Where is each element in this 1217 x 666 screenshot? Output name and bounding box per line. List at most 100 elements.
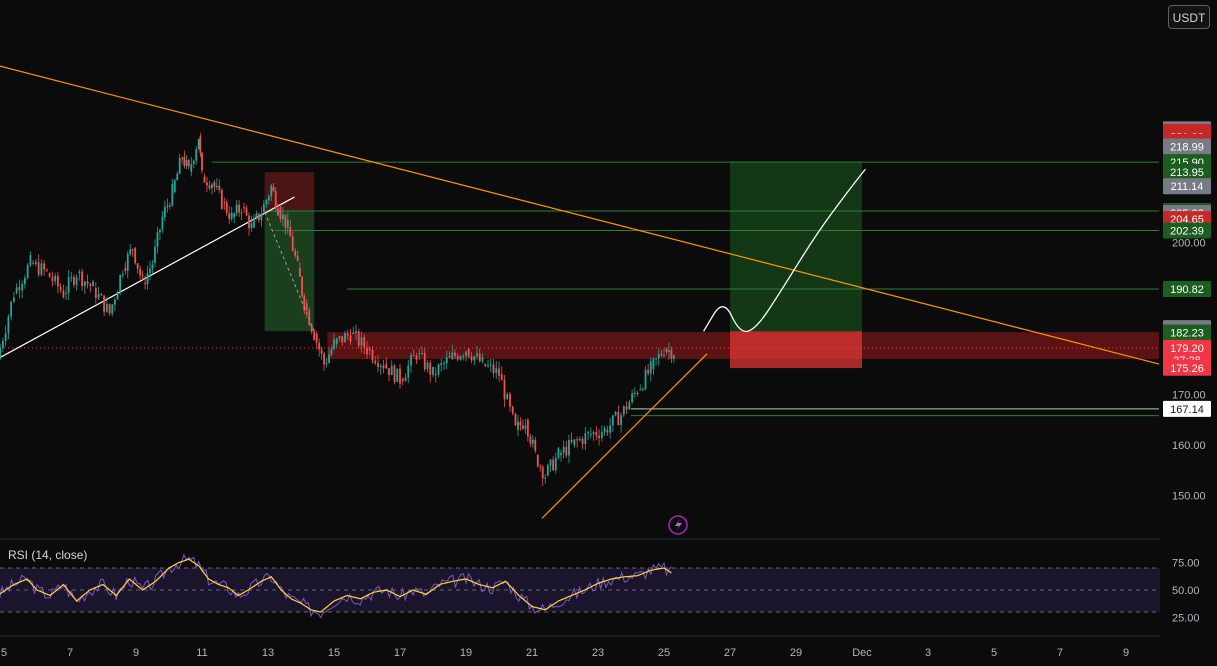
- long-target-zone[interactable]: [730, 161, 862, 332]
- candle: [644, 369, 647, 389]
- candle: [92, 281, 94, 287]
- candle: [318, 342, 321, 350]
- candle: [40, 263, 43, 275]
- candle: [32, 262, 35, 264]
- candle: [111, 304, 114, 314]
- candle: [426, 362, 429, 370]
- candle: [199, 136, 202, 153]
- time-tick-label: 25: [658, 647, 670, 659]
- candle: [592, 432, 595, 434]
- candle: [59, 286, 62, 291]
- price-label-text: 179.20: [1170, 343, 1204, 355]
- candle: [192, 160, 195, 165]
- short-stop-zone[interactable]: [264, 172, 315, 211]
- time-tick-label: 7: [67, 647, 73, 659]
- horizontal-levels-layer: [0, 161, 1160, 417]
- candle: [4, 332, 7, 342]
- candle: [89, 283, 92, 287]
- candle: [141, 275, 144, 277]
- candle: [243, 207, 245, 209]
- candle: [100, 293, 103, 296]
- candle: [355, 331, 357, 333]
- candle: [121, 274, 124, 276]
- candle: [587, 431, 589, 434]
- candle: [549, 459, 552, 466]
- candle: [352, 332, 355, 334]
- candle: [65, 292, 67, 294]
- candle: [29, 254, 32, 266]
- price-label-text: 202.39: [1170, 226, 1204, 238]
- rsi-tick-label: 50.00: [1172, 585, 1200, 597]
- candle: [62, 290, 65, 298]
- price-label-text: 190.82: [1170, 284, 1204, 296]
- candle: [552, 459, 555, 471]
- candle: [171, 184, 174, 206]
- candle: [506, 394, 509, 400]
- candle: [371, 349, 374, 361]
- candle: [636, 392, 639, 394]
- candle: [149, 268, 151, 273]
- candle: [156, 232, 159, 247]
- candle: [299, 267, 301, 277]
- candle: [429, 362, 432, 375]
- time-tick-label: 15: [328, 647, 340, 659]
- candle: [456, 356, 459, 360]
- candle: [660, 354, 663, 356]
- candle: [35, 261, 37, 264]
- rsi-moving-average[interactable]: [0, 558, 672, 613]
- candle: [465, 351, 467, 356]
- candle: [197, 139, 200, 150]
- price-axis[interactable]: 200.00190.00180.00170.00160.00150.00222.…: [1160, 0, 1217, 666]
- candle: [368, 348, 371, 350]
- candle: [401, 379, 404, 382]
- ascending-trendline-left[interactable]: [0, 196, 295, 359]
- candle: [341, 336, 344, 343]
- candle: [291, 236, 294, 251]
- candle: [529, 436, 532, 444]
- candle: [48, 272, 51, 278]
- candle: [539, 466, 542, 468]
- candle: [51, 277, 54, 282]
- candle: [522, 425, 524, 429]
- candle: [97, 293, 100, 298]
- candle: [323, 353, 325, 365]
- rsi-indicator-title: RSI (14, close): [8, 548, 88, 562]
- candle: [240, 212, 243, 214]
- time-tick-label: 3: [925, 647, 931, 659]
- time-tick-label: 11: [196, 647, 207, 659]
- candle: [412, 355, 415, 357]
- candle: [126, 253, 129, 271]
- candle: [330, 348, 333, 355]
- candle: [578, 438, 581, 441]
- candle: [639, 389, 642, 391]
- candle: [258, 213, 260, 221]
- price-series-layer: [0, 132, 675, 486]
- descending-trendline[interactable]: [0, 65, 1160, 365]
- price-tick-label: 160.00: [1172, 440, 1206, 452]
- candle: [393, 365, 396, 382]
- candle: [151, 264, 154, 269]
- time-axis[interactable]: 5 7 9 11 13 15 17 19 21 23 25 27 29 Dec 3 5 7 9: [0, 635, 1160, 659]
- candle: [24, 277, 26, 285]
- candle: [159, 229, 161, 233]
- candle: [382, 365, 385, 369]
- ascending-trendline-right[interactable]: [541, 353, 708, 519]
- candle: [267, 196, 270, 201]
- lightning-icon[interactable]: [668, 515, 688, 535]
- candle: [478, 353, 481, 362]
- time-tick-label: 19: [460, 647, 472, 659]
- candle: [519, 421, 522, 426]
- currency-button[interactable]: USDT: [1168, 5, 1210, 29]
- candle: [581, 438, 584, 445]
- candle: [335, 338, 338, 344]
- candle: [21, 284, 24, 291]
- projection-path[interactable]: [703, 168, 866, 333]
- long-stop-zone[interactable]: [730, 331, 862, 369]
- candle: [503, 380, 506, 400]
- candle: [230, 212, 233, 220]
- rsi-line[interactable]: [0, 553, 672, 619]
- candle: [248, 215, 250, 229]
- candle: [366, 347, 368, 355]
